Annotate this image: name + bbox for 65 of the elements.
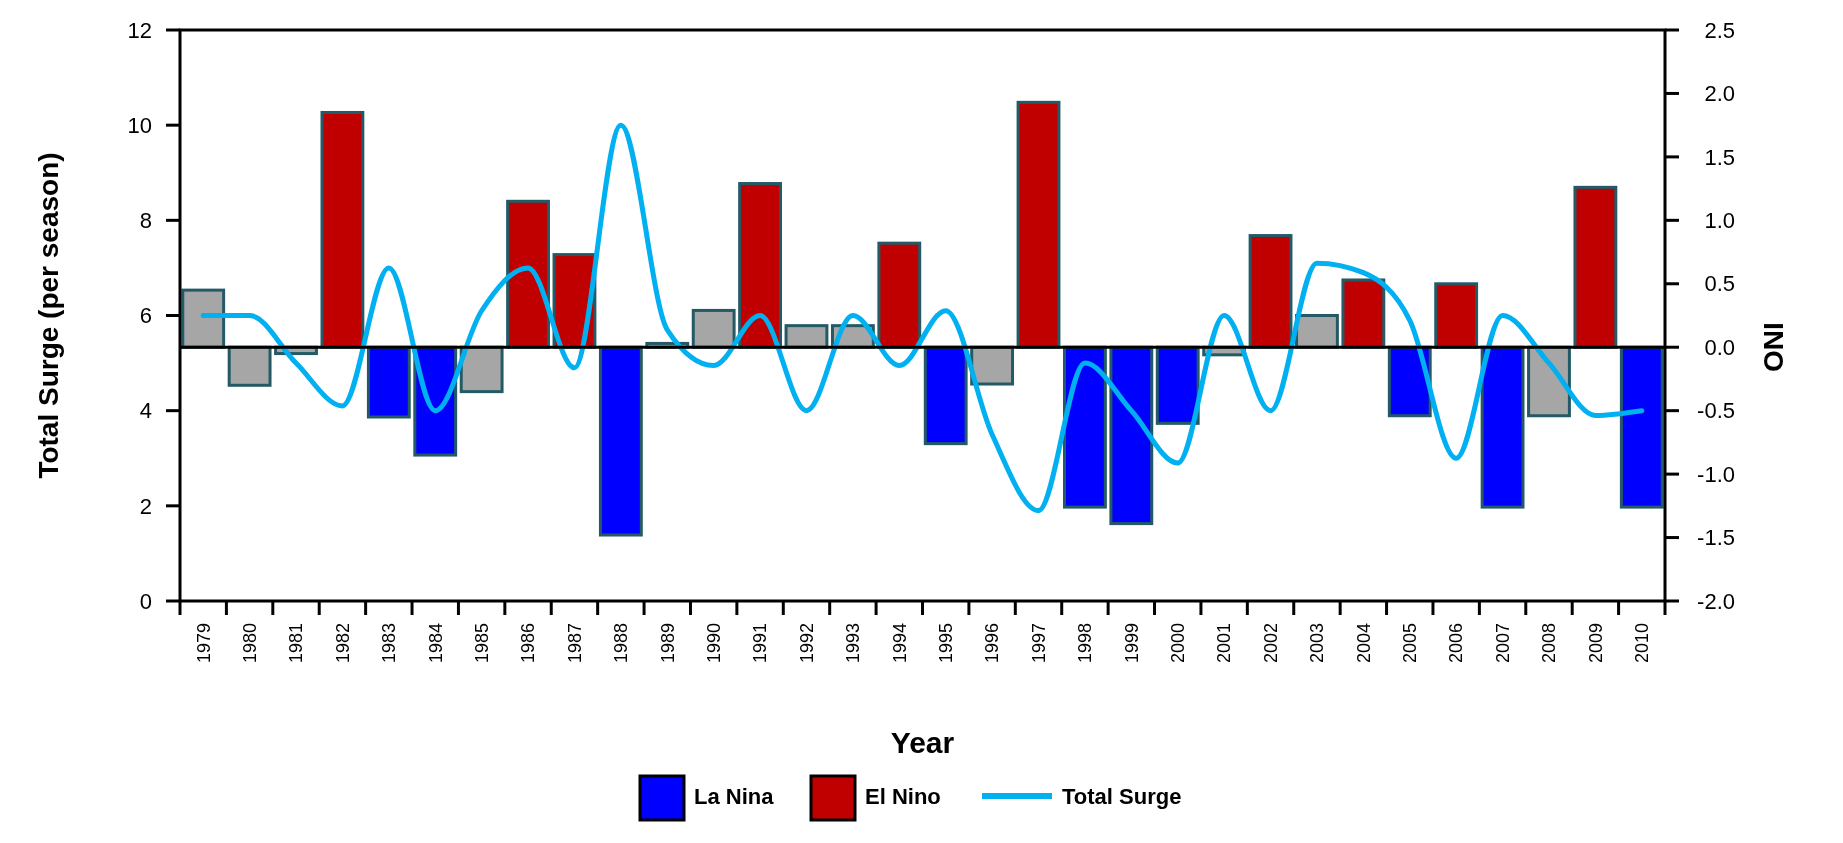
y2-tick-label: 1.5 xyxy=(1704,144,1735,170)
y-tick-label: 6 xyxy=(139,303,152,329)
x-tick-label: 1983 xyxy=(379,623,400,664)
x-tick-label: 2001 xyxy=(1214,623,1235,664)
bar xyxy=(320,110,365,349)
legend-label: El Nino xyxy=(865,783,941,809)
y-tick-label: 10 xyxy=(127,112,152,138)
y2-tick-label: 2.0 xyxy=(1704,81,1735,107)
x-tick-label: 1984 xyxy=(425,623,446,664)
x-tick-label: 1997 xyxy=(1028,623,1049,664)
y2-tick-label: -2.0 xyxy=(1697,588,1735,614)
y2-tick-label: -1.0 xyxy=(1697,461,1735,487)
bar xyxy=(1434,282,1479,349)
x-tick-label: 1987 xyxy=(564,623,585,664)
bar xyxy=(691,308,736,349)
x-tick-label: 1991 xyxy=(750,623,771,664)
bar xyxy=(506,199,550,349)
x-tick-label: 2009 xyxy=(1585,623,1606,664)
x-tick-label: 1993 xyxy=(843,623,864,664)
bar xyxy=(1341,278,1386,349)
y2-tick-label: 1.0 xyxy=(1704,208,1735,234)
x-tick-label: 1998 xyxy=(1075,623,1096,664)
y-axis-title: Total Surge (per season) xyxy=(33,152,64,479)
x-tick-label: 1986 xyxy=(518,623,539,664)
x-tick-label: 2000 xyxy=(1168,623,1189,664)
x-tick-label: 1999 xyxy=(1121,623,1142,664)
x-tick-label: 2010 xyxy=(1632,623,1653,664)
x-tick-label: 1994 xyxy=(889,623,910,664)
y-tick-label: 12 xyxy=(127,17,152,43)
x-tick-label: 1989 xyxy=(657,623,678,664)
y2-tick-label: -0.5 xyxy=(1697,398,1735,424)
bar xyxy=(1016,100,1061,349)
x-tick-label: 1988 xyxy=(611,623,632,664)
x-tick-label: 1996 xyxy=(982,623,1003,664)
y-tick-label: 2 xyxy=(139,493,152,519)
bar xyxy=(877,241,922,349)
y2-tick-label: 0.5 xyxy=(1704,271,1735,297)
x-tick-label: 2002 xyxy=(1260,623,1281,664)
y2-axis-title: ONI xyxy=(1758,322,1789,373)
legend-label: Total Surge xyxy=(1062,783,1182,809)
x-tick-label: 1990 xyxy=(703,623,724,664)
y-tick-label: 4 xyxy=(139,398,152,424)
x-tick-label: 1981 xyxy=(286,623,307,664)
bar xyxy=(1573,185,1618,349)
x-tick-label: 1995 xyxy=(936,623,956,664)
x-tick-label: 2006 xyxy=(1446,623,1467,664)
x-tick-label: 2007 xyxy=(1492,623,1513,664)
x-tick-label: 1992 xyxy=(796,623,817,664)
y-tick-label: 8 xyxy=(139,208,152,234)
bar xyxy=(738,182,782,349)
x-tick-label: 2008 xyxy=(1539,623,1560,664)
y2-tick-label: 2.5 xyxy=(1704,17,1735,43)
x-tick-label: 2004 xyxy=(1353,623,1374,664)
y2-tick-label: -1.5 xyxy=(1697,525,1735,551)
bar xyxy=(1248,234,1293,349)
x-tick-label: 1982 xyxy=(332,623,353,664)
x-axis-title: Year xyxy=(890,726,955,759)
x-tick-label: 2003 xyxy=(1307,623,1328,664)
legend-label: La Nina xyxy=(694,783,775,809)
x-tick-label: 1980 xyxy=(239,623,260,664)
y-tick-label: 0 xyxy=(139,588,152,614)
x-tick-label: 1985 xyxy=(471,623,492,664)
x-tick-label: 1979 xyxy=(193,623,214,664)
y2-tick-label: 0.0 xyxy=(1704,334,1735,360)
x-tick-label: 2005 xyxy=(1400,623,1421,664)
